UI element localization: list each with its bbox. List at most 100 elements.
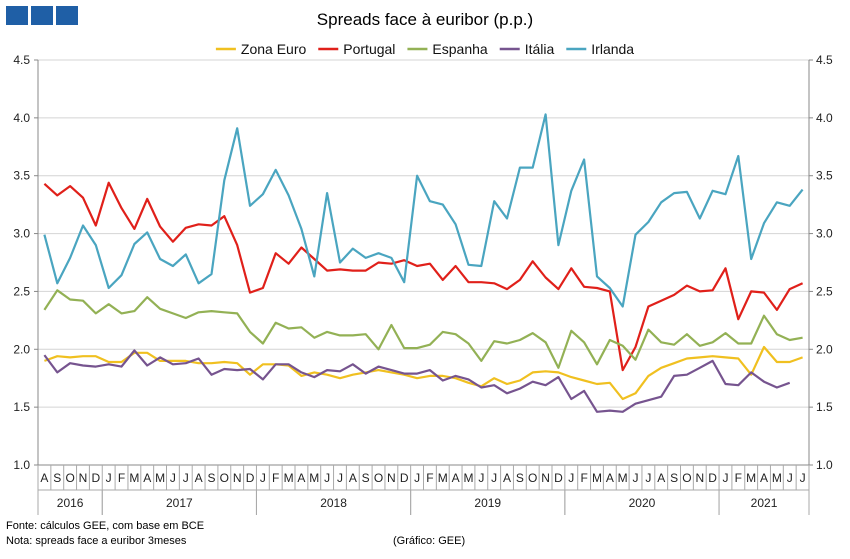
x-tick-label: O	[528, 471, 537, 485]
x-tick-label: F	[118, 471, 125, 485]
y-tick-label-left: 2.5	[13, 284, 30, 298]
legend-label: Itália	[525, 41, 555, 57]
brand-logo	[6, 6, 78, 25]
year-label: 2019	[474, 496, 501, 510]
x-tick-label: O	[374, 471, 383, 485]
x-tick-label: F	[426, 471, 433, 485]
x-tick-label: M	[772, 471, 782, 485]
x-tick-label: A	[143, 471, 151, 485]
year-label: 2021	[751, 496, 778, 510]
x-tick-label: J	[478, 471, 484, 485]
y-tick-label-right: 3.0	[816, 227, 833, 241]
year-label: 2017	[166, 496, 193, 510]
y-tick-label-left: 1.0	[13, 458, 30, 472]
x-tick-label: F	[735, 471, 742, 485]
x-tick-label: O	[682, 471, 691, 485]
y-tick-label-left: 3.0	[13, 227, 30, 241]
y-tick-label-left: 3.5	[13, 169, 30, 183]
y-tick-label-right: 2.0	[816, 342, 833, 356]
x-tick-label: D	[91, 471, 100, 485]
footnote: Nota: spreads face a euribor 3meses	[6, 535, 187, 547]
chart-axes: 1.0 1.0 1.5 1.5 2.0 2.0 2.5 2.5 3.0 3.0 3.5 3.5 4.0 4…	[13, 53, 833, 515]
x-tick-label: M	[438, 471, 448, 485]
x-tick-label: J	[800, 471, 806, 485]
legend-label: Zona Euro	[241, 41, 307, 57]
x-tick-label: N	[695, 471, 704, 485]
x-tick-label: M	[592, 471, 602, 485]
y-tick-label-left: 4.0	[13, 111, 30, 125]
x-tick-label: O	[65, 471, 74, 485]
x-tick-label: M	[618, 471, 628, 485]
x-tick-label: M	[155, 471, 165, 485]
x-tick-label: D	[246, 471, 255, 485]
legend-label: Irlanda	[591, 41, 634, 57]
x-tick-label: N	[79, 471, 88, 485]
x-tick-label: J	[645, 471, 651, 485]
y-tick-label-left: 4.5	[13, 53, 30, 67]
x-tick-label: J	[337, 471, 343, 485]
x-tick-label: S	[53, 471, 61, 485]
x-tick-label: S	[670, 471, 678, 485]
x-tick-label: J	[260, 471, 266, 485]
x-tick-label: A	[503, 471, 511, 485]
x-tick-label: A	[606, 471, 614, 485]
x-tick-label: N	[541, 471, 550, 485]
x-tick-label: M	[463, 471, 473, 485]
y-tick-label-left: 2.0	[13, 342, 30, 356]
legend-label: Portugal	[343, 41, 395, 57]
x-tick-label: J	[633, 471, 639, 485]
x-tick-label: J	[324, 471, 330, 485]
x-tick-label: J	[491, 471, 497, 485]
x-tick-label: A	[452, 471, 460, 485]
x-tick-label: D	[400, 471, 409, 485]
x-tick-label: D	[708, 471, 717, 485]
y-tick-label-left: 1.5	[13, 400, 30, 414]
x-tick-label: A	[349, 471, 357, 485]
grid-lines	[38, 59, 809, 466]
x-tick-label: M	[746, 471, 756, 485]
series-line-italia	[43, 349, 791, 413]
x-tick-label: A	[657, 471, 665, 485]
y-tick-label-right: 3.5	[816, 169, 833, 183]
legend-label: Espanha	[432, 41, 487, 57]
year-label: 2016	[57, 496, 84, 510]
y-tick-label-right: 4.0	[816, 111, 833, 125]
x-tick-label: D	[554, 471, 563, 485]
year-label: 2018	[320, 496, 347, 510]
logo-block	[31, 6, 53, 25]
x-tick-label: J	[414, 471, 420, 485]
y-tick-label-right: 4.5	[816, 53, 833, 67]
series-lines	[43, 113, 804, 413]
x-tick-label: N	[233, 471, 242, 485]
x-tick-label: S	[207, 471, 215, 485]
credit-note: (Gráfico: GEE)	[393, 535, 466, 547]
x-tick-label: J	[787, 471, 793, 485]
logo-block	[6, 6, 28, 25]
x-tick-label: M	[129, 471, 139, 485]
chart-legend: Zona Euro Portugal Espanha Itália Irlanda	[215, 41, 634, 57]
series-line-espanha	[43, 289, 803, 369]
series-line-irlanda	[43, 113, 804, 308]
x-tick-label: S	[516, 471, 524, 485]
y-tick-label-right: 1.0	[816, 458, 833, 472]
x-tick-label: J	[170, 471, 176, 485]
chart-title: Spreads face à euribor (p.p.)	[316, 10, 534, 29]
x-tick-label: S	[362, 471, 370, 485]
y-tick-label-right: 1.5	[816, 400, 833, 414]
x-tick-label: J	[568, 471, 574, 485]
x-tick-label: A	[195, 471, 203, 485]
x-tick-label: A	[297, 471, 305, 485]
x-tick-label: J	[722, 471, 728, 485]
x-tick-label: A	[40, 471, 48, 485]
x-tick-label: F	[580, 471, 587, 485]
x-tick-label: M	[284, 471, 294, 485]
series-line-portugal	[43, 181, 804, 372]
x-tick-label: O	[220, 471, 229, 485]
x-tick-label: F	[272, 471, 279, 485]
logo-block	[56, 6, 78, 25]
x-tick-label: N	[387, 471, 396, 485]
series-line-zona-euro	[44, 345, 803, 401]
y-tick-label-right: 2.5	[816, 284, 833, 298]
x-tick-label: J	[106, 471, 112, 485]
